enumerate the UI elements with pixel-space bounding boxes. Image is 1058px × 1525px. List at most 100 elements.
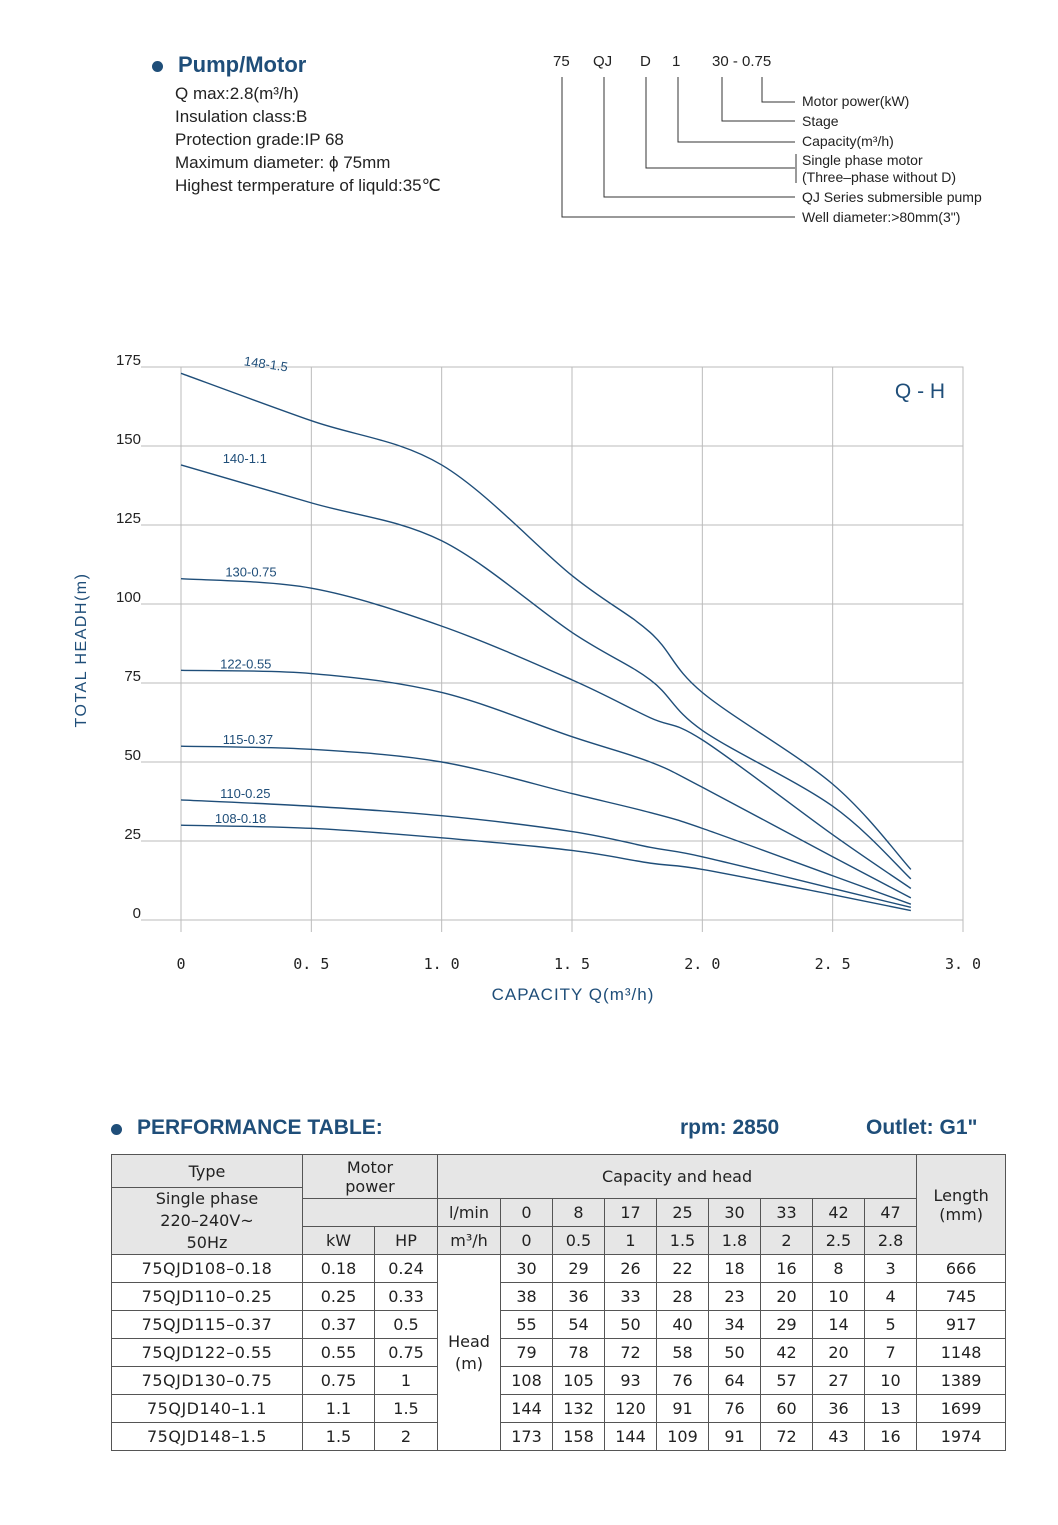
kw-cell: 0.55 xyxy=(302,1338,375,1367)
head-value-cell: 28 xyxy=(656,1282,709,1311)
series-label-122-0.55: 122-0.55 xyxy=(220,656,271,671)
head-value-cell: 13 xyxy=(863,1394,918,1423)
spec-line-qmax: Q max:2.8(m³/h) xyxy=(175,84,299,103)
bullet-icon xyxy=(152,61,163,72)
length-cell: 1148 xyxy=(916,1338,1007,1367)
y-axis-label: TOTAL HEADH(m) xyxy=(73,573,90,728)
spec-line-diameter: Maximum diameter: ϕ 75mm xyxy=(175,153,391,172)
table-row: 75QJD148–1.5 1.5 2 173 158 144 109 91 72 43 16 1974 xyxy=(111,1422,1007,1451)
lmin-value: 47 xyxy=(863,1198,918,1227)
head-value-cell: 29 xyxy=(760,1310,813,1339)
head-value-cell: 54 xyxy=(552,1310,605,1339)
head-value-cell: 16 xyxy=(760,1254,813,1283)
m3h-value: 2.8 xyxy=(863,1226,918,1255)
head-value-cell: 27 xyxy=(812,1366,865,1395)
chart-title: Q - H xyxy=(895,380,945,403)
model-code-connectors xyxy=(561,77,797,218)
table-row: 75QJD108–0.18 0.18 0.24 Head (m) 30 29 26 22 18 1… xyxy=(111,1254,1007,1451)
kw-cell: 0.18 xyxy=(302,1254,375,1283)
kw-header: kW xyxy=(302,1226,375,1255)
head-value-cell: 76 xyxy=(708,1394,761,1423)
model-cell: 75QJD115–0.37 xyxy=(111,1310,303,1339)
head-value-cell: 10 xyxy=(863,1366,918,1395)
head-value-cell: 20 xyxy=(760,1282,813,1311)
head-value-cell: 158 xyxy=(552,1422,605,1451)
head-value-cell: 173 xyxy=(500,1422,553,1451)
head-value-cell: 3 xyxy=(863,1254,918,1283)
model-cell: 75QJD140–1.1 xyxy=(111,1394,303,1423)
motor-power-spacer xyxy=(302,1198,438,1227)
hp-cell: 0.5 xyxy=(374,1310,438,1339)
hp-header: HP xyxy=(374,1226,438,1255)
qh-chart: 0 25 50 75 100 125 150 175 0 0. 5 1. 0 1. 5 2. 0 2. 5… xyxy=(73,352,981,1004)
performance-table: Type Motor power Capacity and head Lengt… xyxy=(111,1154,1007,1451)
series-line-148-1.5 xyxy=(180,372,912,870)
motor-power-header: Motor power xyxy=(302,1154,438,1199)
head-value-cell: 14 xyxy=(812,1310,865,1339)
head-value-cell: 16 xyxy=(863,1422,918,1451)
head-value-cell: 4 xyxy=(863,1282,918,1311)
head-value-cell: 30 xyxy=(500,1254,553,1283)
legend-three-phase: (Three–phase without D) xyxy=(802,169,957,185)
legend-well-diameter: Well diameter:>80mm(3") xyxy=(802,209,961,225)
model-cell: 75QJD130–0.75 xyxy=(111,1366,303,1395)
outlet-label: Outlet: G1" xyxy=(866,1116,978,1139)
head-value-cell: 40 xyxy=(656,1310,709,1339)
head-value-cell: 55 xyxy=(500,1310,553,1339)
head-value-cell: 91 xyxy=(656,1394,709,1423)
lmin-value: 8 xyxy=(552,1198,605,1227)
series-line-110-0.25 xyxy=(180,799,912,909)
head-value-cell: 20 xyxy=(812,1338,865,1367)
model-cell: 75QJD110–0.25 xyxy=(111,1282,303,1311)
hp-cell: 1 xyxy=(374,1366,438,1395)
table-row: 75QJD110–0.25 0.25 0.33 38 36 33 28 23 20 10 4 745 xyxy=(111,1282,1007,1311)
model-cell: 75QJD108–0.18 xyxy=(111,1254,303,1283)
y-tick-label: 125 xyxy=(116,510,141,527)
x-axis-label: CAPACITY Q(m³/h) xyxy=(492,985,655,1004)
m3h-header: m³/h xyxy=(437,1226,501,1255)
y-tick-label: 150 xyxy=(116,431,141,448)
table-row: 75QJD122–0.55 0.55 0.75 79 78 72 58 50 42 20 7 1148 xyxy=(111,1338,1007,1367)
bullet-icon xyxy=(111,1124,122,1135)
m3h-value: 2 xyxy=(760,1226,813,1255)
head-value-cell: 108 xyxy=(500,1366,553,1395)
head-value-cell: 91 xyxy=(708,1422,761,1451)
head-value-cell: 50 xyxy=(708,1338,761,1367)
code-part-phase: D xyxy=(640,53,651,70)
table-row: 75QJD140–1.1 1.1 1.5 144 132 120 91 76 60 36 13 169… xyxy=(111,1394,1007,1423)
series-line-122-0.55 xyxy=(180,669,912,899)
x-tick-label: 0. 5 xyxy=(293,955,329,973)
kw-cell: 0.75 xyxy=(302,1366,375,1395)
head-value-cell: 10 xyxy=(812,1282,865,1311)
head-value-cell: 93 xyxy=(604,1366,657,1395)
lmin-value: 33 xyxy=(760,1198,813,1227)
m3h-value: 1.8 xyxy=(708,1226,761,1255)
x-tick-label: 2. 0 xyxy=(684,955,720,973)
lmin-header: l/min xyxy=(437,1198,501,1227)
head-value-cell: 64 xyxy=(708,1366,761,1395)
series-label-108-0.18: 108-0.18 xyxy=(215,811,266,826)
head-value-cell: 78 xyxy=(552,1338,605,1367)
code-part-diameter: 75 xyxy=(553,53,570,70)
hp-cell: 0.24 xyxy=(374,1254,438,1283)
single-phase-header: Single phase 220–240V~ 50Hz xyxy=(111,1187,303,1255)
x-tick-label: 3. 0 xyxy=(945,955,981,973)
head-value-cell: 8 xyxy=(812,1254,865,1283)
hp-cell: 0.33 xyxy=(374,1282,438,1311)
length-cell: 666 xyxy=(916,1254,1007,1283)
m3h-value: 0.5 xyxy=(552,1226,605,1255)
capacity-head-header: Capacity and head xyxy=(436,1154,918,1199)
type-header: Type xyxy=(111,1154,303,1188)
model-cell: 75QJD122–0.55 xyxy=(111,1338,303,1367)
code-part-capacity: 1 xyxy=(672,53,681,70)
length-cell: 917 xyxy=(916,1310,1007,1339)
lmin-value: 30 xyxy=(708,1198,761,1227)
series-label-130-0.75: 130-0.75 xyxy=(225,565,276,580)
legend-series: QJ Series submersible pump xyxy=(802,189,982,205)
y-tick-label: 50 xyxy=(124,747,141,764)
hp-cell: 0.75 xyxy=(374,1338,438,1367)
spec-line-insulation: Insulation class:B xyxy=(175,107,308,126)
head-value-cell: 105 xyxy=(552,1366,605,1395)
hp-cell: 1.5 xyxy=(374,1394,438,1423)
y-tick-label: 0 xyxy=(133,905,141,922)
